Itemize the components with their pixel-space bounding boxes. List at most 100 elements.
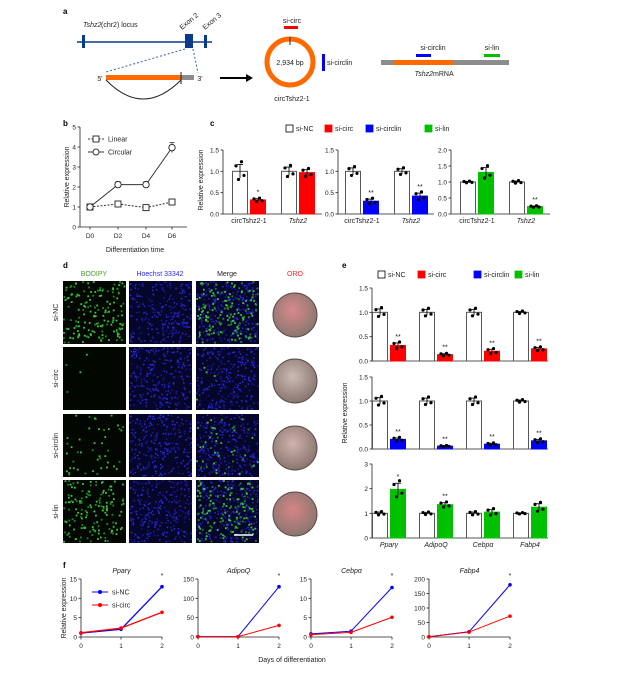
- lipid-droplet: [122, 498, 124, 501]
- nucleus: [158, 380, 160, 383]
- nucleus: [160, 341, 163, 344]
- nucleus: [227, 339, 229, 341]
- nucleus: [182, 472, 184, 475]
- nucleus: [186, 455, 188, 457]
- nucleus: [172, 516, 175, 518]
- nucleus: [160, 374, 162, 377]
- nucleus: [239, 382, 241, 384]
- nucleus: [189, 391, 191, 393]
- nucleus: [200, 469, 202, 471]
- lipid-droplet: [247, 308, 250, 310]
- nucleus: [251, 454, 253, 456]
- nucleus: [256, 442, 258, 445]
- nucleus: [228, 312, 230, 315]
- nucleus: [211, 399, 214, 401]
- lipid-droplet: [236, 308, 239, 311]
- nucleus: [219, 377, 222, 380]
- nucleus: [256, 330, 258, 333]
- data-point: [419, 190, 424, 194]
- nucleus: [168, 406, 170, 408]
- lipid-droplet: [117, 292, 120, 295]
- nucleus: [142, 475, 144, 477]
- data-point: [421, 308, 425, 312]
- legend-label: si-NC: [112, 590, 130, 597]
- nucleus: [154, 394, 156, 396]
- lipid-droplet: [203, 513, 206, 516]
- nucleus: [187, 456, 190, 458]
- lipid-droplet: [83, 321, 86, 324]
- si-circlin-circle-label: si-circlin: [327, 60, 352, 67]
- nucleus: [132, 488, 135, 491]
- nucleus: [148, 482, 150, 484]
- nucleus: [141, 399, 144, 401]
- nucleus: [179, 352, 182, 355]
- lipid-droplet: [112, 295, 115, 298]
- nucleus: [164, 322, 167, 325]
- nucleus: [172, 341, 174, 343]
- nucleus: [167, 386, 170, 389]
- nucleus: [176, 403, 178, 405]
- nucleus: [187, 437, 189, 439]
- lipid-droplet: [250, 523, 253, 525]
- lipid-droplet: [215, 469, 218, 472]
- nucleus: [130, 375, 133, 377]
- nucleus: [151, 307, 154, 310]
- nucleus: [180, 304, 182, 307]
- nucleus: [251, 350, 253, 353]
- nucleus: [172, 420, 174, 423]
- nucleus: [197, 338, 199, 340]
- nucleus: [250, 516, 252, 518]
- lipid-droplet: [213, 295, 216, 297]
- nucleus: [236, 449, 239, 451]
- nucleus: [177, 446, 179, 449]
- data-point: [376, 513, 381, 517]
- nucleus: [189, 352, 191, 355]
- nucleus: [218, 372, 220, 374]
- lipid-droplet: [119, 281, 121, 283]
- nucleus: [247, 518, 249, 521]
- nucleus: [225, 521, 227, 524]
- nucleus: [182, 393, 184, 396]
- bar-si-NC: [466, 311, 482, 362]
- nucleus: [208, 515, 210, 517]
- lipid-droplet: [235, 518, 238, 521]
- nucleus: [199, 369, 202, 371]
- lipid-droplet: [198, 334, 201, 336]
- nucleus: [254, 333, 256, 335]
- nucleus: [252, 453, 255, 455]
- legend-label-si-circlin: si-circlin: [376, 126, 401, 133]
- lipid-droplet: [118, 284, 121, 287]
- nucleus: [231, 431, 234, 434]
- lipid-droplet: [222, 537, 225, 540]
- exon2-label: Exon 2: [179, 12, 200, 31]
- nucleus: [187, 513, 190, 515]
- nucleus: [243, 302, 245, 305]
- nucleus: [224, 417, 227, 419]
- nucleus: [158, 512, 160, 514]
- nucleus: [245, 527, 248, 530]
- series-line-Circular: [89, 147, 173, 208]
- lipid-droplet: [233, 449, 236, 452]
- nucleus: [223, 348, 226, 350]
- data-point: [511, 179, 515, 183]
- nucleus: [186, 499, 189, 501]
- nucleus: [140, 332, 142, 335]
- data-point-circle: [86, 203, 94, 211]
- data-point: [277, 584, 281, 589]
- lipid-droplet: [228, 507, 231, 509]
- data-point-circle: [168, 143, 176, 152]
- lipid-droplet: [67, 496, 70, 499]
- lipid-droplet: [69, 483, 72, 486]
- lipid-droplet: [98, 336, 101, 339]
- nucleus: [159, 414, 162, 417]
- lipid-droplet: [244, 540, 246, 543]
- lipid-droplet: [104, 536, 107, 539]
- data-point: [529, 204, 533, 208]
- x-category-label: circTshz2-1: [344, 218, 380, 225]
- nucleus: [137, 400, 140, 402]
- lipid-droplet: [199, 492, 201, 494]
- lipid-droplet: [78, 316, 81, 319]
- nucleus: [253, 383, 255, 386]
- lipid-droplet: [88, 427, 91, 430]
- nucleus: [221, 427, 223, 429]
